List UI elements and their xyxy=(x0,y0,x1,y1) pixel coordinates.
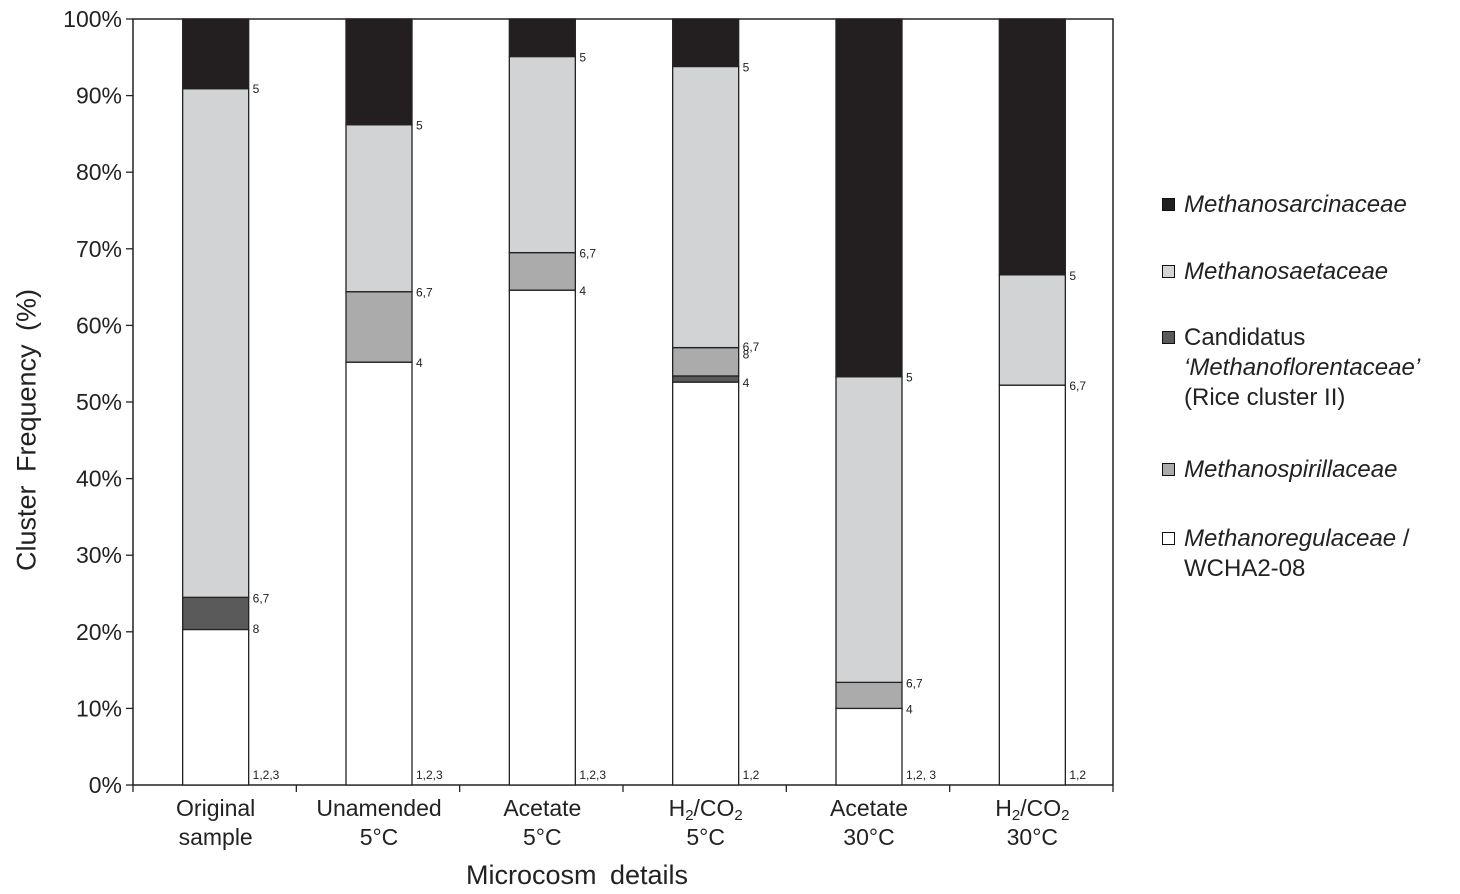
bar-segment xyxy=(345,18,413,126)
segment-annotation: 5 xyxy=(1069,269,1076,283)
segment-annotation: 6,7 xyxy=(579,247,596,261)
legend-label: Methanospirillaceae xyxy=(1184,456,1398,483)
bar-segment xyxy=(182,628,250,786)
x-category-label-line2: 5°C xyxy=(360,824,399,850)
y-tick-label: 40% xyxy=(76,466,122,492)
x-axis-title: Microcosm details xyxy=(466,860,689,890)
x-category-label-line1: H2/CO2 xyxy=(995,795,1069,824)
y-tick-label: 0% xyxy=(89,772,122,798)
bar-segment xyxy=(835,376,903,684)
segment-annotation: 6,7 xyxy=(906,676,923,690)
segment-annotation: 4 xyxy=(743,376,750,390)
bar-segment xyxy=(998,274,1066,386)
legend-swatch xyxy=(1162,463,1175,476)
legend-swatch xyxy=(1162,265,1175,278)
y-tick-label: 50% xyxy=(76,389,122,415)
bar-segment xyxy=(672,18,740,68)
y-tick-label: 80% xyxy=(76,159,122,185)
legend-label: Methanosaetaceae xyxy=(1184,258,1389,285)
segment-annotation: 1,2,3 xyxy=(253,768,280,782)
y-axis-title: Cluster Frequency (%) xyxy=(9,70,45,790)
bar-segment xyxy=(345,291,413,363)
segment-annotation: 4 xyxy=(416,356,423,370)
y-tick-label: 30% xyxy=(76,542,122,568)
y-axis-title-text: Cluster Frequency (%) xyxy=(11,288,42,572)
legend-label: Methanosarcinaceae xyxy=(1184,191,1407,218)
legend-item-methanosarcinaceae: Methanosarcinaceae xyxy=(1162,190,1407,220)
legend-label-line2: WCHA2-08 xyxy=(1184,555,1306,582)
segment-annotation: 6,7 xyxy=(416,286,433,300)
bar-segment xyxy=(998,384,1066,786)
bar-segment xyxy=(182,88,250,598)
x-category-label-line1: Acetate xyxy=(503,795,581,821)
segment-annotation: 8 xyxy=(253,622,260,636)
segment-annotation: 1,2 xyxy=(743,768,760,782)
bar-segment xyxy=(835,18,903,378)
legend-swatch xyxy=(1162,198,1175,211)
legend-label-line1: Methanoregulaceae xyxy=(1184,525,1397,552)
legend-label-line1: Candidatus xyxy=(1184,324,1306,351)
legend-item-methanoflorentaceae: Candidatus ‘Methanoflorentaceae’ (Rice c… xyxy=(1162,323,1420,413)
x-category-label-line1: Original xyxy=(176,795,255,821)
bar-segment xyxy=(998,18,1066,276)
legend-label-line1-suffix: / xyxy=(1396,525,1410,552)
segment-annotation: 6,7 xyxy=(1069,379,1086,393)
x-category-label-line2: 30°C xyxy=(1007,824,1058,850)
x-category-label-line1: H2/CO2 xyxy=(669,795,743,824)
bar-segment xyxy=(345,361,413,786)
segment-annotation: 5 xyxy=(416,119,423,133)
legend-item-methanospirillaceae: Methanospirillaceae xyxy=(1162,455,1397,485)
bar-segment xyxy=(345,124,413,293)
x-category-label-line1: Unamended xyxy=(316,795,441,821)
bar-segment xyxy=(508,18,576,58)
segment-annotation: 5 xyxy=(579,51,586,65)
segment-annotation: 1,2,3 xyxy=(579,768,606,782)
y-tick-label: 20% xyxy=(76,619,122,645)
segment-annotation: 8 xyxy=(743,348,750,362)
x-category-label-line2: 5°C xyxy=(523,824,562,850)
bar-segment xyxy=(508,251,576,291)
y-tick-label: 70% xyxy=(76,236,122,262)
segment-annotation: 6,7 xyxy=(743,340,760,354)
segment-annotation: 1,2 xyxy=(1069,768,1086,782)
bar-segment xyxy=(672,346,740,377)
bar-segment xyxy=(835,681,903,710)
segment-annotation: 1,2, 3 xyxy=(906,768,936,782)
y-tick-label: 60% xyxy=(76,312,122,338)
x-category-label-line2: 5°C xyxy=(686,824,725,850)
x-category-label-line1: Acetate xyxy=(830,795,908,821)
y-tick-label: 90% xyxy=(76,83,122,109)
segment-annotation: 6,7 xyxy=(253,591,270,605)
segment-annotation: 5 xyxy=(743,60,750,74)
bar-segment xyxy=(182,18,250,90)
segment-annotation: 1,2,3 xyxy=(416,768,443,782)
segment-annotation: 5 xyxy=(253,82,260,96)
segment-annotation: 4 xyxy=(906,702,913,716)
y-tick-label: 10% xyxy=(76,695,122,721)
segment-annotation: 4 xyxy=(579,284,586,298)
legend-swatch xyxy=(1162,331,1175,344)
legend-label-line3: (Rice cluster II) xyxy=(1184,384,1346,411)
segment-annotation: 5 xyxy=(906,371,913,385)
legend-item-methanoregulaceae: Methanoregulaceae / WCHA2-08 xyxy=(1162,524,1410,584)
legend-item-methanosaetaceae: Methanosaetaceae xyxy=(1162,257,1388,287)
plot-area-frame xyxy=(132,18,1114,786)
y-tick-label: 100% xyxy=(63,6,122,32)
bar-segment xyxy=(835,707,903,786)
legend-swatch xyxy=(1162,532,1175,545)
x-category-label-line2: sample xyxy=(179,824,253,850)
bar-segment xyxy=(672,65,740,349)
bar-segment xyxy=(182,596,250,631)
bar-segment xyxy=(672,375,740,383)
x-category-label-line2: 30°C xyxy=(843,824,894,850)
bar-segment xyxy=(672,381,740,786)
legend-label-line2: ‘Methanoflorentaceae’ xyxy=(1184,354,1421,381)
bar-segment xyxy=(508,55,576,254)
bar-segment xyxy=(508,289,576,786)
